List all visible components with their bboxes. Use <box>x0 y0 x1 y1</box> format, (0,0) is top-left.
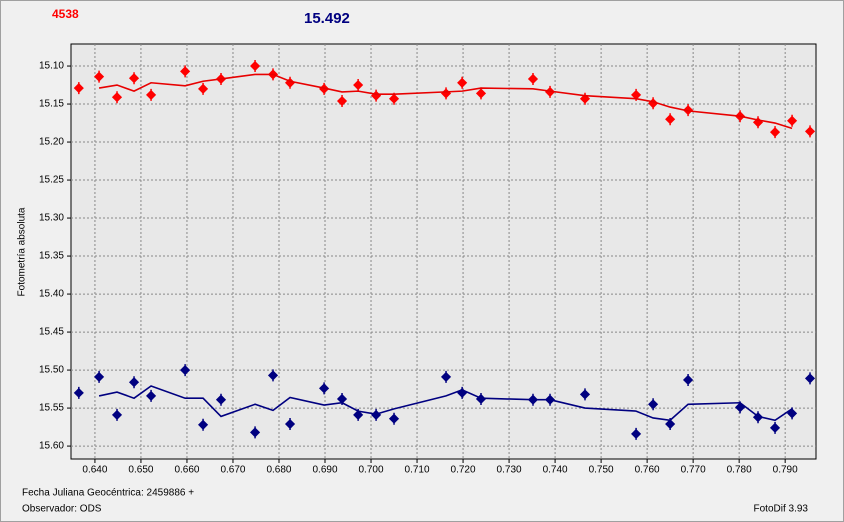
data-point <box>128 72 140 85</box>
y-tick-label: 15.50 <box>39 365 64 376</box>
data-point <box>94 370 105 383</box>
data-point <box>284 418 296 431</box>
data-point <box>73 386 84 399</box>
x-tick-label: 0.680 <box>266 465 291 476</box>
x-tick-label: 0.690 <box>312 465 337 476</box>
y-axis-label: Fotometría absoluta <box>17 207 28 296</box>
plot-area <box>70 43 817 460</box>
data-point <box>111 91 123 104</box>
x-tick-label: 0.780 <box>727 465 752 476</box>
x-axis-label: Fecha Juliana Geocéntrica: 2459886 + <box>22 488 194 499</box>
data-point <box>665 113 676 126</box>
data-point <box>94 70 105 83</box>
data-point <box>353 79 364 92</box>
data-point <box>146 88 157 101</box>
x-tick-label: 0.710 <box>405 465 430 476</box>
x-tick-label: 0.670 <box>220 465 245 476</box>
data-point <box>267 369 279 382</box>
y-tick-label: 15.60 <box>39 441 64 452</box>
data-point <box>527 72 539 85</box>
data-point <box>804 125 816 138</box>
data-point <box>180 65 191 78</box>
y-tick-label: 15.15 <box>39 99 64 110</box>
data-point <box>769 126 781 139</box>
data-point <box>146 389 157 402</box>
data-point <box>787 114 798 127</box>
chart-title: 15.492 <box>304 10 350 27</box>
data-point <box>475 87 487 100</box>
data-point <box>198 418 209 431</box>
x-tick-label: 0.650 <box>128 465 153 476</box>
data-point <box>250 426 261 439</box>
x-tick-label: 0.740 <box>543 465 568 476</box>
y-tick-label: 15.10 <box>39 61 64 72</box>
data-point <box>579 388 591 401</box>
data-point <box>457 76 468 89</box>
data-point <box>73 82 84 95</box>
data-point <box>440 87 452 100</box>
x-tick-label: 0.760 <box>635 465 660 476</box>
data-point <box>336 95 348 108</box>
y-tick-label: 15.45 <box>39 327 64 338</box>
data-point <box>371 89 382 102</box>
x-tick-label: 0.770 <box>681 465 706 476</box>
y-tick-label: 15.40 <box>39 289 64 300</box>
data-point <box>215 393 227 406</box>
x-tick-label: 0.640 <box>82 465 107 476</box>
data-point <box>180 364 191 377</box>
y-tick-label: 15.30 <box>39 213 64 224</box>
trend-line <box>98 385 793 422</box>
data-point <box>250 60 261 73</box>
data-point <box>804 372 816 385</box>
x-tick-label: 0.730 <box>497 465 522 476</box>
x-tick-label: 0.790 <box>773 465 798 476</box>
data-point <box>648 398 659 411</box>
y-tick-label: 15.55 <box>39 403 64 414</box>
observer: Observador: ODS <box>22 504 102 515</box>
star-id: 4538 <box>52 7 79 21</box>
data-point <box>198 82 209 95</box>
x-tick-label: 0.700 <box>359 465 384 476</box>
data-point <box>111 408 123 421</box>
data-point <box>319 382 330 395</box>
data-point <box>128 376 140 389</box>
software: FotoDif 3.93 <box>754 504 809 515</box>
data-point <box>683 373 694 386</box>
y-tick-label: 15.25 <box>39 175 64 186</box>
data-point <box>631 427 642 440</box>
y-tick-label: 15.20 <box>39 137 64 148</box>
trend-line <box>98 73 793 130</box>
y-tick-label: 15.35 <box>39 251 64 262</box>
data-point <box>440 370 452 383</box>
data-point <box>388 412 400 425</box>
x-tick-label: 0.750 <box>589 465 614 476</box>
data-point <box>769 421 781 434</box>
x-tick-label: 0.660 <box>174 465 199 476</box>
x-tick-label: 0.720 <box>451 465 476 476</box>
